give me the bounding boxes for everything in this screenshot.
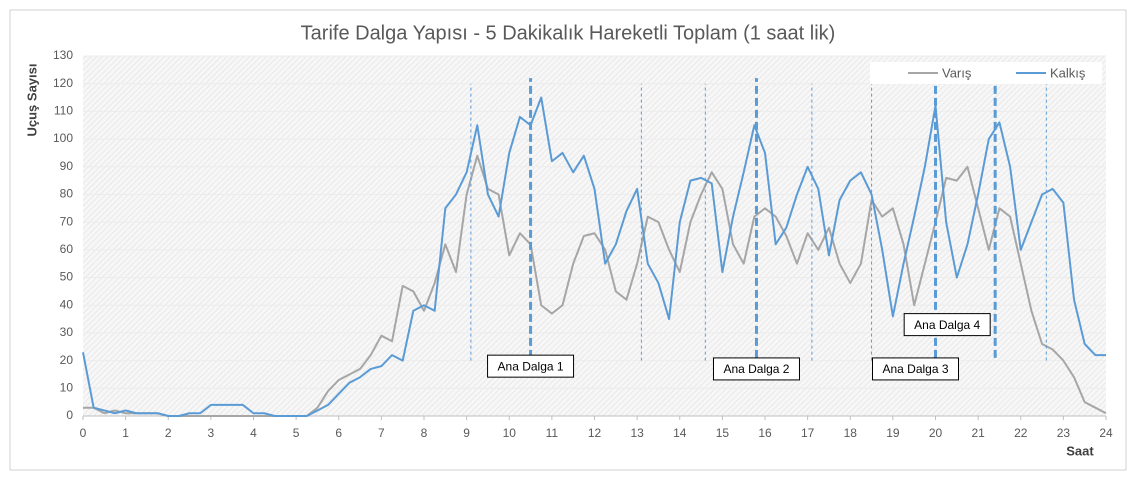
y-tick-label: 100 xyxy=(53,131,73,145)
y-tick-label: 70 xyxy=(60,214,74,228)
legend-label: Varış xyxy=(942,65,972,80)
x-tick-label: 10 xyxy=(503,426,517,440)
y-tick-label: 130 xyxy=(53,48,73,62)
x-tick-label: 6 xyxy=(335,426,342,440)
x-tick-label: 5 xyxy=(293,426,300,440)
y-tick-label: 0 xyxy=(66,408,73,422)
y-tick-label: 50 xyxy=(60,270,74,284)
x-tick-label: 11 xyxy=(546,426,559,440)
x-tick-label: 9 xyxy=(463,426,470,440)
x-tick-label: 0 xyxy=(80,426,87,440)
x-tick-label: 3 xyxy=(208,426,215,440)
y-tick-label: 80 xyxy=(60,187,74,201)
x-tick-label: 23 xyxy=(1057,426,1071,440)
x-tick-label: 1 xyxy=(122,426,129,440)
x-tick-label: 2 xyxy=(165,426,172,440)
annotation-text: Ana Dalga 2 xyxy=(723,362,789,376)
annotation-box xyxy=(487,354,575,378)
legend-label: Kalkış xyxy=(1050,65,1086,80)
annotation-box xyxy=(872,357,959,381)
chart-title: Tarife Dalga Yapısı - 5 Dakikalık Hareke… xyxy=(301,22,836,44)
annotation-text: Ana Dalga 1 xyxy=(498,359,564,373)
x-tick-label: 4 xyxy=(250,426,257,440)
y-tick-label: 60 xyxy=(60,242,74,256)
x-tick-label: 7 xyxy=(378,426,385,440)
x-tick-label: 24 xyxy=(1099,426,1113,440)
annotation-text: Ana Dalga 4 xyxy=(914,318,980,332)
annotation-box xyxy=(903,313,991,337)
x-tick-label: 17 xyxy=(801,426,815,440)
x-tick-label: 14 xyxy=(673,426,687,440)
x-tick-label: 19 xyxy=(886,426,900,440)
annotation-box xyxy=(712,357,800,381)
x-tick-label: 21 xyxy=(971,426,985,440)
y-tick-label: 120 xyxy=(53,76,73,90)
y-tick-label: 90 xyxy=(60,159,74,173)
x-axis-label: Saat xyxy=(1066,443,1094,458)
x-tick-label: 15 xyxy=(716,426,730,440)
y-tick-label: 40 xyxy=(60,297,74,311)
annotation-text: Ana Dalga 3 xyxy=(882,362,948,376)
y-axis-label: Uçuş Sayısı xyxy=(24,64,39,137)
y-tick-label: 20 xyxy=(60,353,74,367)
legend-box xyxy=(870,62,1102,84)
x-tick-label: 13 xyxy=(630,426,644,440)
x-tick-label: 20 xyxy=(929,426,943,440)
y-tick-label: 30 xyxy=(60,325,74,339)
x-tick-label: 18 xyxy=(844,426,858,440)
y-tick-label: 10 xyxy=(60,380,74,394)
x-tick-label: 8 xyxy=(421,426,428,440)
y-tick-label: 110 xyxy=(54,104,73,118)
x-tick-label: 16 xyxy=(758,426,772,440)
x-tick-label: 12 xyxy=(588,426,602,440)
x-tick-label: 22 xyxy=(1014,426,1028,440)
